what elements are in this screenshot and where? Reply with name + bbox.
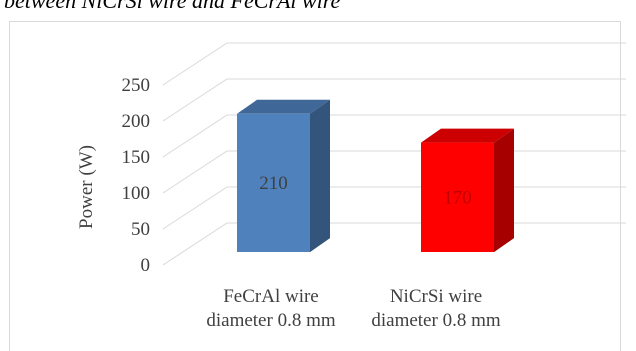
gridline — [162, 42, 626, 86]
y-axis-title: Power (W) — [76, 145, 97, 229]
gridline — [162, 222, 626, 266]
y-axis: 0 50 100 150 200 250 — [122, 75, 151, 276]
chart-frame — [9, 21, 621, 351]
y-tick-label: 0 — [141, 255, 151, 276]
bar-top — [237, 99, 330, 114]
bar-2: 170 — [421, 128, 514, 252]
y-tick-label: 50 — [131, 219, 150, 240]
figure-caption-fragment: between NiCrSi wire and FeCrAl wire — [4, 0, 341, 13]
x-category-line: diameter 0.8 mm — [371, 310, 500, 331]
x-category-label: NiCrSi wire diameter 0.8 mm — [371, 286, 500, 331]
x-category-line: FeCrAl wire — [223, 286, 319, 307]
bar-front — [237, 113, 310, 252]
x-axis-labels: FeCrAl wire diameter 0.8 mm NiCrSi wire dia… — [206, 286, 500, 331]
bars: 210 170 — [237, 99, 514, 252]
gridline — [162, 114, 626, 158]
x-category-line: diameter 0.8 mm — [206, 310, 335, 331]
y-tick-label: 250 — [122, 75, 151, 96]
bar-front — [421, 142, 494, 252]
x-category-label: FeCrAl wire diameter 0.8 mm — [206, 286, 335, 331]
x-category-line: NiCrSi wire — [390, 286, 482, 307]
bar-side — [494, 128, 514, 252]
y-tick-label: 150 — [122, 147, 151, 168]
y-tick-label: 100 — [122, 183, 151, 204]
data-label: 210 — [259, 173, 288, 194]
gridline — [162, 78, 626, 122]
bar-side — [310, 99, 330, 252]
bar-1: 210 — [237, 99, 330, 252]
gridlines — [162, 42, 626, 266]
bar-top — [421, 128, 514, 143]
data-label: 170 — [443, 187, 472, 208]
y-tick-label: 200 — [122, 111, 151, 132]
